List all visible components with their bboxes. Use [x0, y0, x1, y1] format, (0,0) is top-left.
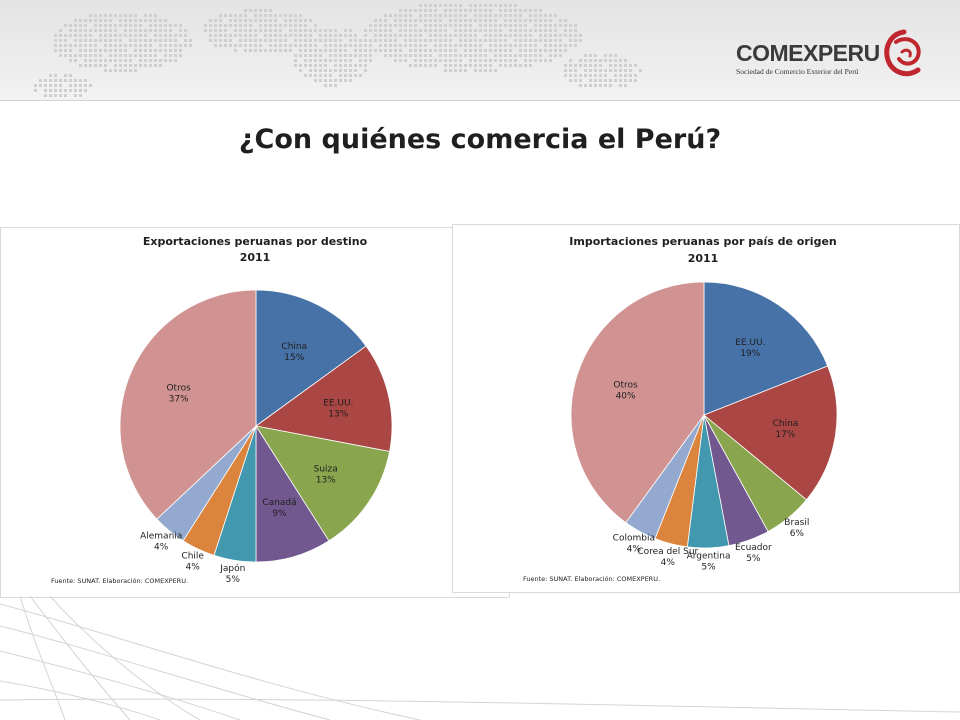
imports-label-name: Colombia	[613, 534, 655, 544]
imports-label-value: 4%	[661, 558, 676, 568]
exports-label-name: Otros	[166, 384, 191, 394]
imports-label-value: 4%	[627, 545, 642, 555]
exports-label-name: EE.UU.	[323, 399, 353, 409]
logo-subtitle: Sociedad de Comercio Exterior del Perú	[736, 67, 859, 76]
exports-label-value: 13%	[316, 475, 336, 485]
exports-label-name: Chile	[181, 552, 204, 562]
exports-pie-chart: Exportaciones peruanas por destino 2011 …	[51, 235, 393, 585]
exports-slice-china	[255, 289, 367, 427]
page-title: ¿Con quiénes comercia el Perú?	[238, 124, 722, 155]
imports-label-value: 5%	[746, 554, 761, 564]
imports-label-value: 19%	[740, 349, 760, 359]
imports-chart-panel: Importaciones peruanas por país de orige…	[452, 224, 960, 593]
exports-chart-panel: Exportaciones peruanas por destino 2011 …	[0, 227, 510, 598]
exports-label-name: China	[281, 342, 307, 352]
exports-label-value: 5%	[226, 575, 241, 585]
imports-label-value: 6%	[790, 529, 805, 539]
exports-label-name: Canadá	[262, 498, 296, 508]
exports-label-name: Japón	[219, 563, 245, 574]
imports-label-name: China	[773, 419, 799, 429]
exports-label-value: 9%	[272, 509, 287, 519]
exports-chart-subtitle: 2011	[240, 251, 271, 264]
exports-label-value: 4%	[154, 543, 169, 553]
imports-label-name: Corea del Sur	[637, 547, 698, 557]
imports-label-name: Ecuador	[735, 543, 772, 553]
exports-label-value: 37%	[169, 395, 189, 405]
exports-label-name: Alemania	[140, 532, 182, 542]
logo-swirl-icon	[884, 29, 921, 77]
imports-label-name: Brasil	[784, 518, 809, 528]
logo-wordmark: COMEXPERU	[736, 40, 880, 66]
imports-label-name: Otros	[613, 381, 638, 391]
imports-label-name: Argentina	[687, 552, 731, 562]
imports-pie-chart: Importaciones peruanas por país de orige…	[523, 235, 838, 583]
exports-slice-suiza	[255, 425, 391, 542]
imports-label-value: 17%	[775, 430, 795, 440]
exports-label-value: 13%	[328, 410, 348, 420]
exports-chart-source: Fuente: SUNAT. Elaboración: COMEXPERU.	[51, 577, 188, 585]
header-band: COMEXPERU Sociedad de Comercio Exterior …	[0, 0, 960, 101]
exports-slice-otros	[119, 289, 257, 520]
imports-label-value: 40%	[616, 392, 636, 402]
world-map-background	[34, 4, 642, 97]
imports-slice-china	[703, 365, 838, 501]
exports-chart-title: Exportaciones peruanas por destino	[143, 235, 368, 248]
decorative-lines	[0, 596, 960, 720]
exports-label-value: 4%	[186, 563, 201, 573]
imports-pie-slices	[570, 281, 838, 549]
imports-slice-ee-uu-	[703, 281, 829, 416]
imports-chart-source: Fuente: SUNAT. Elaboración: COMEXPERU.	[523, 575, 660, 583]
comexperu-logo: COMEXPERU Sociedad de Comercio Exterior …	[730, 28, 930, 84]
exports-label-value: 15%	[284, 353, 304, 363]
imports-chart-title: Importaciones peruanas por país de orige…	[569, 235, 836, 248]
imports-label-value: 5%	[701, 563, 716, 573]
exports-slice-ee-uu-	[255, 345, 393, 452]
exports-label-name: Suiza	[314, 464, 338, 474]
exports-pie-slices	[119, 289, 393, 563]
imports-slice-otros	[570, 281, 705, 524]
imports-label-name: EE.UU.	[735, 338, 765, 348]
imports-pie-labels: EE.UU.19%China17%Brasil6%Ecuador5%Argent…	[613, 338, 810, 573]
imports-chart-subtitle: 2011	[688, 252, 719, 265]
exports-pie-labels: China15%EE.UU.13%Suiza13%Canadá9%Japón5%…	[140, 342, 353, 585]
